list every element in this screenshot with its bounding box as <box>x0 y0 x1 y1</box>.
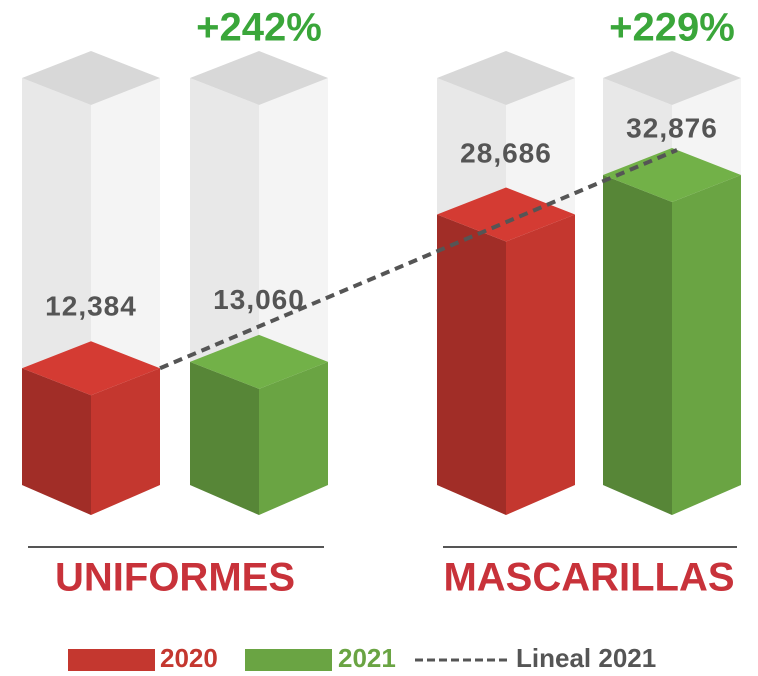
bar-right <box>672 175 741 515</box>
legend-swatch <box>245 649 332 671</box>
bar-left <box>22 368 91 515</box>
bar-right <box>506 214 575 515</box>
ghost-column-top <box>603 51 741 105</box>
value-label: 28,686 <box>460 137 552 168</box>
bar-top <box>22 341 160 396</box>
legend-swatch <box>68 649 155 671</box>
value-label: 13,060 <box>213 284 305 315</box>
bar-right <box>259 361 328 515</box>
value-label: 12,384 <box>45 291 137 322</box>
ghost-column-top <box>437 51 575 105</box>
bar-left <box>437 214 506 515</box>
legend-label: 2021 <box>338 643 396 673</box>
value-label: 32,876 <box>626 112 718 143</box>
category-label: UNIFORMES <box>55 556 295 600</box>
ghost-column-top <box>22 51 160 105</box>
trend-line <box>159 148 678 371</box>
bar-top <box>190 334 328 389</box>
bar-left <box>603 175 672 515</box>
legend-label: 2020 <box>160 643 218 673</box>
ghost-column-top <box>190 51 328 105</box>
bar-right <box>91 368 160 515</box>
annotation: +242% <box>196 6 322 50</box>
annotation: +229% <box>609 6 735 50</box>
legend-label: Lineal 2021 <box>516 643 656 673</box>
bar-top <box>603 148 741 202</box>
bar-top <box>437 187 575 242</box>
category-label: MASCARILLAS <box>443 556 734 600</box>
bar-left <box>190 361 259 515</box>
